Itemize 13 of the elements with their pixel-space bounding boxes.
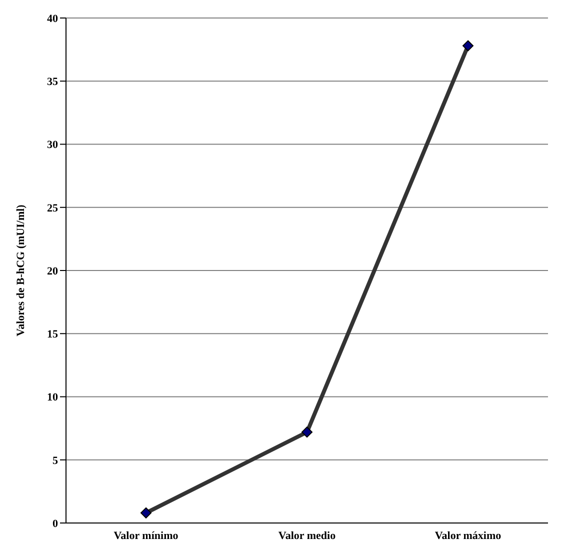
- x-tick-label: Valor medio: [278, 530, 336, 542]
- y-tick-label: 40: [47, 12, 58, 25]
- y-tick-label: 10: [47, 392, 58, 404]
- y-tick-label: 20: [47, 265, 58, 278]
- y-tick-label: 25: [47, 202, 58, 214]
- y-tick-label: 5: [52, 454, 58, 467]
- x-tick-label: Valor máximo: [434, 530, 502, 542]
- y-axis-title: Valores de B-hCG (mUI/ml): [14, 204, 27, 336]
- y-tick-label: 15: [47, 328, 58, 341]
- y-tick-label: 30: [47, 139, 58, 152]
- y-tick-label: 0: [52, 518, 58, 530]
- x-tick-label: Valor mínimo: [114, 530, 179, 542]
- y-tick-label: 35: [47, 76, 58, 88]
